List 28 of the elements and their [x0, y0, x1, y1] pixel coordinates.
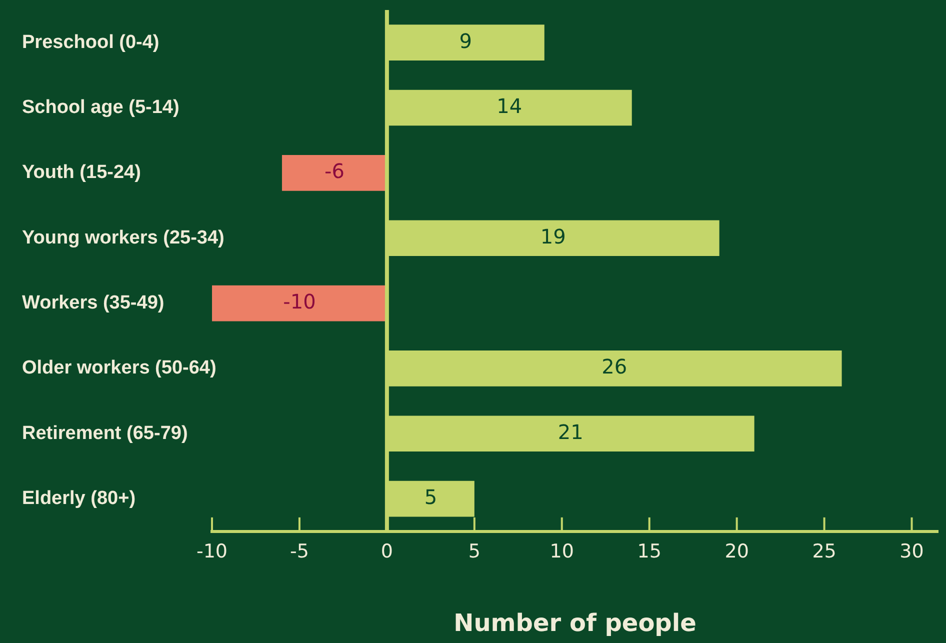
x-tick-label: 20 [724, 540, 749, 563]
y-tick-label: School age (5-14) [22, 96, 180, 118]
y-tick-label: Older workers (50-64) [22, 358, 216, 379]
x-tick-label: 0 [380, 540, 393, 563]
x-tick-label: 25 [812, 540, 836, 563]
data-label: 19 [540, 224, 566, 248]
x-tick-label: 15 [637, 540, 662, 563]
data-label: 14 [496, 94, 522, 118]
data-label: 5 [424, 485, 438, 510]
y-tick-label: Elderly (80+) [22, 488, 136, 510]
y-tick-label: Youth (15-24) [22, 162, 141, 184]
data-label: 26 [602, 354, 628, 379]
data-label: -10 [283, 289, 316, 314]
y-tick-label: Preschool (0-4) [22, 32, 160, 53]
bar [282, 155, 387, 191]
bar [212, 285, 387, 322]
data-label: 21 [558, 420, 584, 444]
x-axis-title: Number of people [454, 608, 696, 637]
y-tick-label: Young workers (25-34) [22, 227, 224, 248]
x-tick-label: 5 [468, 540, 480, 563]
x-tick-label: 10 [550, 540, 574, 563]
x-tick-label: 30 [900, 540, 924, 563]
x-tick-label: -10 [196, 540, 228, 563]
y-tick-label: Workers (35-49) [22, 292, 164, 314]
data-label: 9 [459, 28, 472, 53]
y-tick-label: Retirement (65-79) [22, 422, 188, 444]
x-tick-label: -5 [290, 540, 309, 563]
data-label: -6 [324, 159, 344, 184]
